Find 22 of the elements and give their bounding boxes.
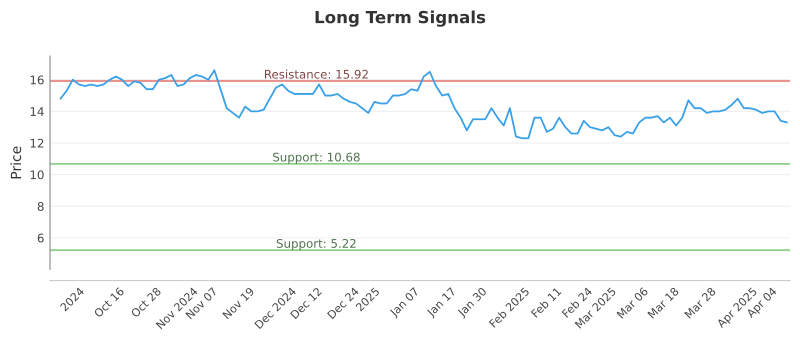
line-series <box>60 69 788 140</box>
x-tick-label: Jan 07 <box>388 286 421 319</box>
ref-line-label: Support: 10.68 <box>273 152 360 164</box>
x-tick-label: Mar 18 <box>647 286 680 319</box>
x-tick-label: Jan 30 <box>456 286 488 319</box>
y-tick-label: 16 <box>30 75 44 84</box>
y-axis-title: Price <box>10 146 22 178</box>
x-tick-label: Oct 16 <box>93 286 125 318</box>
x-tick-label: Feb 11 <box>530 286 562 318</box>
y-tick-label: 14 <box>30 107 44 116</box>
y-tick-label: 8 <box>38 202 44 211</box>
y-tick-label: 12 <box>30 138 44 148</box>
chart-title: Long Term Signals <box>316 10 486 27</box>
x-tick-label: Nov 19 <box>222 286 255 320</box>
ref-line-label: Support: 5.22 <box>276 238 356 250</box>
y-tick-label: 10 <box>30 170 44 180</box>
y-tick-label: 6 <box>38 234 44 243</box>
x-tick-label: Jan 17 <box>426 287 458 319</box>
ref-line-label: Resistance: 15.92 <box>264 70 368 79</box>
x-tick-label: Mar 06 <box>616 286 648 319</box>
x-tick-label: Oct 28 <box>130 286 162 318</box>
x-tick-label: Mar 28 <box>684 286 716 319</box>
